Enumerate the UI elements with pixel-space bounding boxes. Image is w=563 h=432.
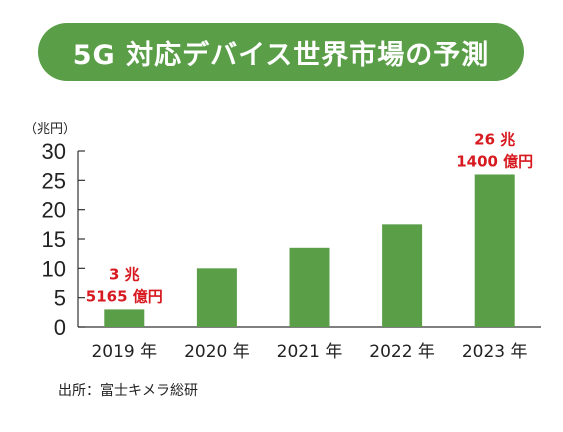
annotation-2-line-2: 1400 億円	[456, 152, 533, 170]
x-tick-label: 2023 年	[462, 342, 528, 362]
annotation-1-line-1: 3 兆	[109, 265, 140, 283]
x-tick-label: 2021 年	[277, 342, 343, 362]
y-axis-label: （兆円）	[24, 122, 76, 137]
chart-title: 5G 対応デバイス世界市場の予測	[38, 23, 524, 81]
y-tick-label: 30	[42, 139, 66, 164]
y-tick-label: 5	[54, 286, 66, 311]
annotation-2-line-1: 26 兆	[474, 130, 515, 148]
bar-4	[382, 224, 423, 327]
bar-1	[104, 309, 145, 327]
y-tick-label: 25	[42, 168, 66, 193]
y-tick-label: 20	[42, 198, 66, 223]
y-tick-label: 15	[42, 227, 66, 252]
x-tick-label: 2022 年	[369, 342, 435, 362]
x-tick-label: 2020 年	[184, 342, 250, 362]
y-tick-label: 10	[42, 256, 66, 281]
bar-5	[474, 174, 515, 327]
y-tick-label: 0	[54, 315, 66, 340]
source-note: 出所：富士キメラ総研	[58, 383, 198, 399]
x-tick-label: 2019 年	[91, 342, 157, 362]
bar-3	[289, 247, 330, 327]
bar-2	[196, 268, 237, 327]
annotation-1-line-2: 5165 億円	[86, 287, 163, 305]
